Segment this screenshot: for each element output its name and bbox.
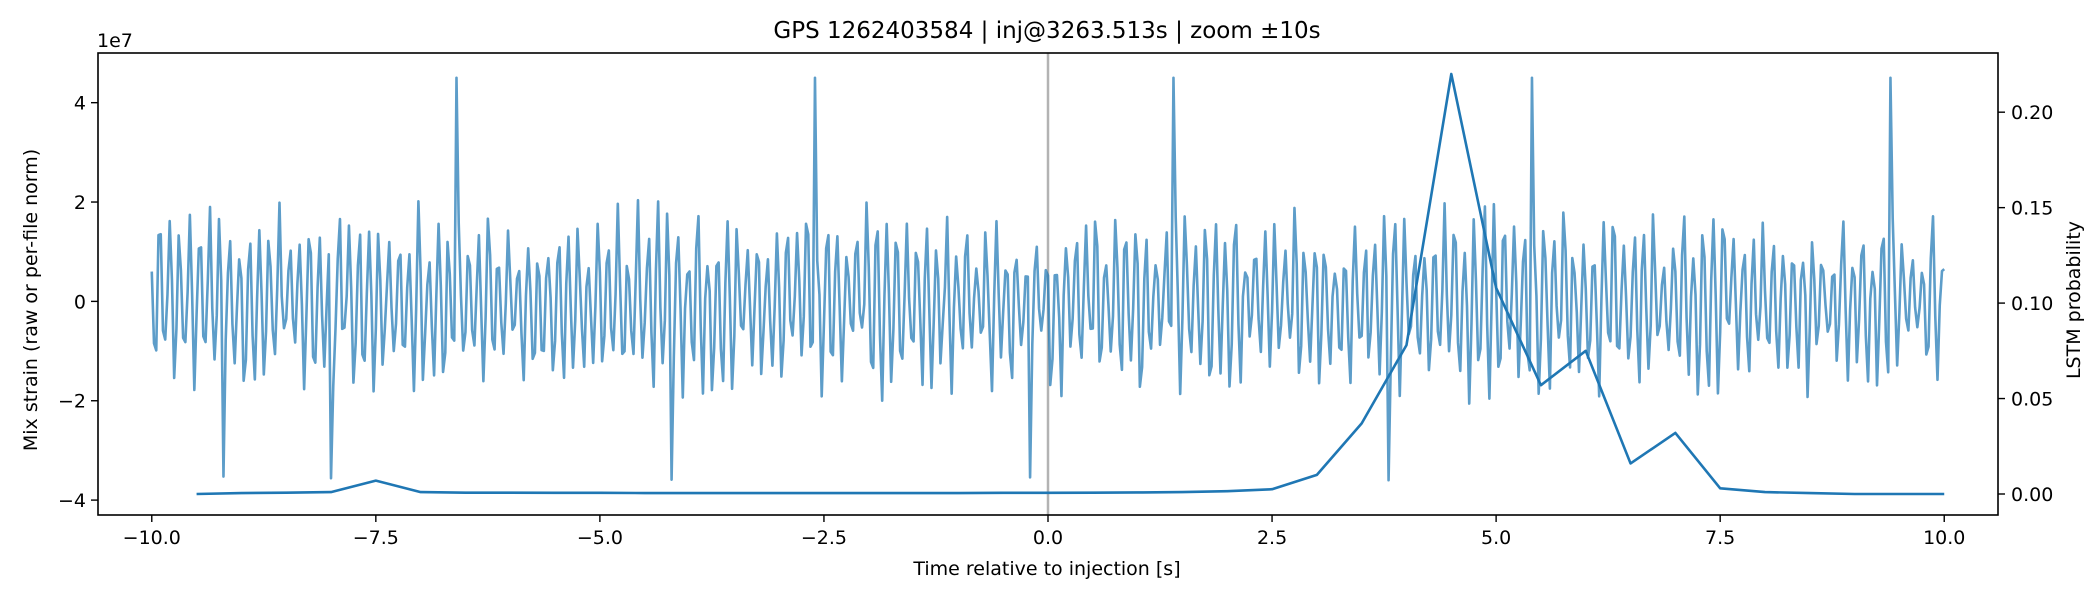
y-axis-left-label: Mix strain (raw or per-file norm) (20, 149, 42, 451)
x-tick-label: −2.5 (801, 527, 847, 549)
y-left-tick-label: 0 (74, 291, 86, 313)
y-left-tick-label: −4 (58, 490, 86, 512)
y-right-tick-label: 0.00 (2011, 484, 2053, 506)
series-lstm-probability (196, 72, 1945, 496)
y-axis-right-label: LSTM probability (2063, 221, 2085, 379)
x-tick-label: 0.0 (1033, 527, 1063, 549)
y-right-tick-label: 0.10 (2011, 293, 2053, 315)
chart-title: GPS 1262403584 | inj@3263.513s | zoom ±1… (773, 18, 1320, 44)
x-tick-label: 10.0 (1923, 527, 1965, 549)
y-right-tick-label: 0.20 (2011, 102, 2053, 124)
y-left-tick-label: −2 (58, 391, 86, 413)
y-right-tick-label: 0.05 (2011, 389, 2053, 411)
y-left-tick-label: 4 (74, 93, 86, 115)
series-mix-strain (150, 76, 1946, 482)
x-tick-label: 2.5 (1257, 527, 1287, 549)
x-tick-label: 7.5 (1705, 527, 1735, 549)
y-right-tick-label: 0.15 (2011, 198, 2053, 220)
y-axis-offset-label: 1e7 (97, 30, 133, 52)
x-tick-label: −7.5 (353, 527, 399, 549)
x-tick-label: −5.0 (577, 527, 623, 549)
y-left-tick-label: 2 (74, 192, 86, 214)
x-axis-label: Time relative to injection [s] (912, 558, 1180, 580)
x-tick-label: 5.0 (1481, 527, 1511, 549)
x-tick-label: −10.0 (123, 527, 181, 549)
